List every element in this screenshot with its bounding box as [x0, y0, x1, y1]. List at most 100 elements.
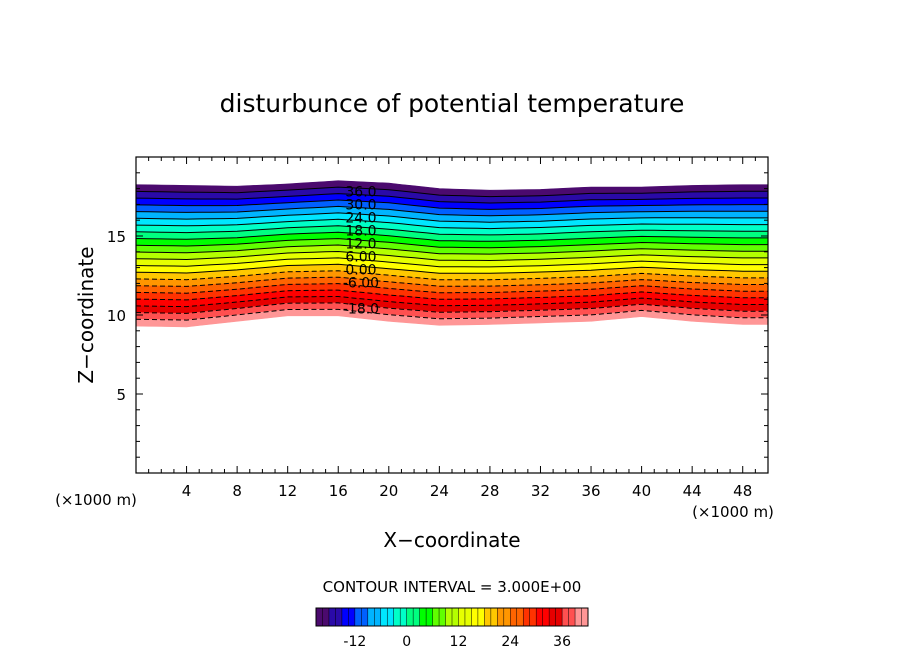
colorbar-segment	[484, 608, 492, 626]
colorbar-segment	[335, 608, 343, 626]
colorbar-tick-label: 12	[450, 634, 468, 650]
colorbar-segment	[497, 608, 505, 626]
x-tick-label: 12	[278, 482, 297, 500]
x-tick-labels: 4 8 12 16 20 24 28 32 36 40 44 48	[182, 482, 752, 500]
colorbar	[315, 608, 589, 626]
colorbar-segment	[516, 608, 524, 626]
colorbar-segment	[406, 608, 414, 626]
x-tick-label: 40	[632, 482, 651, 500]
colorbar-tick-label: 36	[553, 634, 571, 650]
contour-labels: 36.030.024.018.012.06.000.00-6.00 -18.0	[343, 185, 379, 318]
y-tick-label: 10	[107, 307, 126, 325]
colorbar-tick-labels: -12 0 12 24 36	[343, 634, 571, 650]
colorbar-segment	[549, 608, 556, 626]
colorbar-segment	[419, 608, 427, 626]
contour-label: 30.0	[345, 198, 376, 214]
contour-label: -6.00	[343, 276, 379, 292]
contour-line	[135, 250, 768, 262]
contour-line	[135, 193, 768, 204]
contour-line	[135, 205, 768, 217]
x-tick-label: 8	[232, 482, 242, 500]
contour-line	[135, 270, 768, 281]
x-tick-label: 44	[683, 482, 702, 500]
colorbar-segment	[542, 608, 550, 626]
colorbar-segment	[477, 608, 485, 626]
colorbar-segment	[529, 608, 537, 626]
colorbar-segment	[555, 608, 563, 626]
x-axis-label: X−coordinate	[383, 528, 520, 552]
contour-line	[135, 218, 768, 230]
x-tick-label: 48	[733, 482, 752, 500]
x-tick-label: 28	[480, 482, 499, 500]
contour-line	[135, 308, 768, 321]
contour-line	[135, 186, 768, 198]
axis-ticks	[136, 157, 768, 473]
colorbar-segment	[341, 608, 349, 626]
colorbar-segment	[387, 608, 395, 626]
colorbar-segment	[328, 608, 336, 626]
y-tick-labels: 5 10 15	[107, 228, 126, 404]
colorbar-segment	[503, 608, 511, 626]
y-axis-label: Z−coordinate	[74, 246, 98, 383]
contour-label: 36.0	[345, 185, 376, 201]
colorbar-segment	[464, 608, 472, 626]
contour-line	[135, 257, 768, 268]
contour-label: 12.0	[345, 237, 376, 253]
colorbar-segment	[354, 608, 362, 626]
colorbar-segment	[568, 608, 576, 626]
y-tick-label: 15	[107, 228, 126, 246]
chart-title: disturbunce of potential temperature	[220, 89, 685, 118]
contour-line	[135, 295, 768, 308]
contour-line	[135, 263, 768, 274]
colorbar-segment	[575, 608, 582, 626]
contour-line	[135, 212, 768, 223]
contour-label: 6.00	[345, 250, 376, 266]
x-unit-left: (×1000 m)	[55, 491, 137, 509]
x-unit-right: (×1000 m)	[692, 503, 774, 521]
colorbar-segment	[562, 608, 569, 626]
y-tick-label: 5	[116, 386, 126, 404]
x-tick-label: 24	[430, 482, 449, 500]
colorbar-segment	[536, 608, 543, 626]
contour-label: -18.0	[343, 302, 379, 318]
colorbar-frame	[315, 607, 589, 627]
colorbar-segment	[490, 608, 498, 626]
contour-line	[135, 225, 768, 236]
contour-label: 0.00	[345, 263, 376, 279]
colorbar-segment	[380, 608, 388, 626]
contour-line	[135, 283, 768, 294]
colorbar-segment	[413, 608, 420, 626]
colorbar-segment	[471, 608, 479, 626]
x-tick-label: 16	[329, 482, 348, 500]
colorbar-segment	[361, 608, 369, 626]
contour-line	[135, 238, 768, 249]
colorbar-segment	[452, 608, 459, 626]
x-tick-label: 20	[379, 482, 398, 500]
colorbar-segment	[523, 608, 531, 626]
contour-line	[135, 289, 768, 301]
contour-label: 18.0	[345, 224, 376, 240]
contour-line	[135, 302, 768, 314]
x-tick-label: 36	[581, 482, 600, 500]
colorbar-segment	[510, 608, 518, 626]
contour-line	[135, 199, 768, 210]
contour-interval-text: CONTOUR INTERVAL = 3.000E+00	[323, 578, 582, 596]
x-tick-label: 4	[182, 482, 192, 500]
contour-label: 24.0	[345, 211, 376, 227]
contour-lines	[135, 186, 768, 321]
colorbar-segment	[322, 608, 330, 626]
contour-line	[135, 244, 768, 255]
colorbar-segment	[432, 608, 440, 626]
colorbar-segment	[426, 608, 433, 626]
colorbar-segment	[445, 608, 453, 626]
colorbar-segment	[458, 608, 466, 626]
colorbar-segment	[400, 608, 407, 626]
contour-line	[135, 231, 768, 242]
colorbar-segment	[367, 608, 375, 626]
colorbar-segment	[348, 608, 356, 626]
colorbar-tick-label: 0	[402, 634, 411, 650]
colorbar-segment	[439, 608, 446, 626]
contour-line	[135, 276, 768, 287]
colorbar-tick-label: 24	[501, 634, 519, 650]
